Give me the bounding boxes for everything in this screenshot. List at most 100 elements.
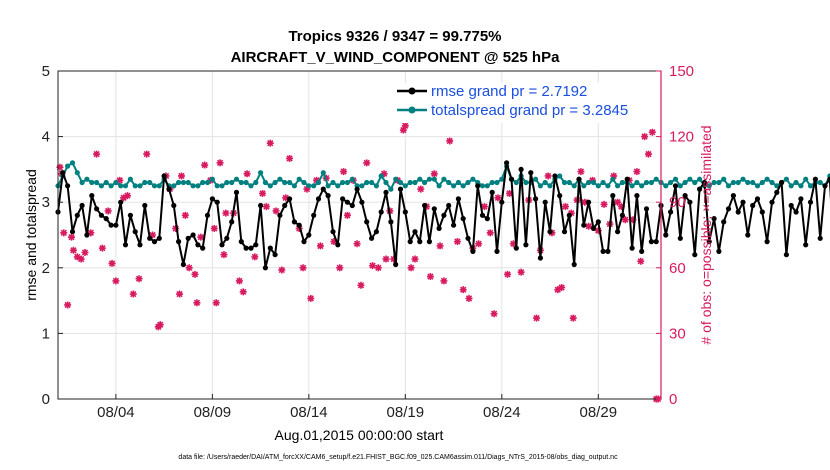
rmse-point	[180, 261, 186, 268]
rmse-point	[513, 245, 519, 251]
spread-point	[79, 179, 85, 186]
spread-point	[412, 179, 418, 186]
rmse-point	[812, 176, 819, 182]
rmse-point	[754, 196, 761, 202]
rmse-point	[306, 232, 312, 238]
spread-point	[127, 176, 133, 182]
obs-marker	[426, 273, 434, 281]
spread-point	[200, 179, 206, 186]
obs-marker	[617, 203, 625, 211]
rmse-point	[455, 196, 461, 202]
rmse-point	[615, 229, 621, 235]
spread-point	[586, 179, 592, 186]
obs-marker	[554, 286, 562, 294]
rmse-point	[426, 239, 432, 245]
rmse-point	[402, 209, 408, 215]
spread-point	[195, 183, 201, 189]
spread-point	[335, 183, 341, 189]
rmse-point	[803, 242, 809, 248]
legend-rmse-marker	[408, 87, 416, 95]
obs-marker	[506, 189, 514, 197]
spread-point	[378, 173, 384, 179]
rmse-point	[248, 245, 254, 251]
spread-point	[253, 179, 259, 186]
rmse-point	[325, 193, 331, 199]
obs-marker	[93, 150, 101, 158]
rmse-point	[759, 209, 765, 215]
obs-marker	[210, 224, 218, 232]
rmse-point	[176, 239, 182, 245]
obs-marker	[56, 163, 64, 171]
spread-point	[84, 176, 90, 182]
obs-marker	[446, 137, 454, 145]
rmse-point	[697, 186, 703, 192]
rmse-point	[552, 173, 558, 179]
spread-point	[672, 176, 679, 182]
spread-point	[156, 183, 162, 189]
rmse-point	[586, 199, 592, 205]
rmse-point	[147, 235, 153, 241]
obs-marker	[222, 209, 230, 217]
rmse-point	[373, 229, 379, 235]
spread-point	[793, 179, 799, 186]
rmse-point	[258, 202, 264, 209]
y-tick-label: 2	[42, 260, 50, 277]
obs-marker	[286, 154, 294, 162]
obs-marker	[494, 194, 502, 202]
obs-marker	[399, 126, 407, 134]
rmse-point	[349, 202, 355, 209]
rmse-point	[610, 193, 616, 199]
rmse-point	[224, 235, 230, 241]
spread-point	[243, 179, 249, 186]
obs-marker	[251, 253, 259, 261]
rmse-point	[267, 245, 273, 251]
spread-point	[306, 183, 312, 189]
rmse-point	[335, 242, 341, 248]
rmse-point	[557, 193, 563, 199]
obs-marker	[417, 185, 425, 193]
obs-marker	[504, 270, 512, 278]
rmse-point	[354, 186, 360, 192]
rmse-point	[692, 252, 698, 258]
obs-marker	[149, 231, 157, 239]
y2-axis-label: # of obs: o=possible; ×=assimilated	[698, 125, 714, 344]
obs-marker	[303, 185, 311, 193]
obs-marker	[185, 264, 193, 272]
obs-marker	[585, 222, 593, 230]
rmse-point	[629, 245, 635, 251]
spread-point	[407, 179, 413, 186]
rmse-point	[639, 248, 645, 254]
obs-marker	[629, 216, 637, 224]
spread-point	[615, 183, 621, 189]
rmse-point	[204, 212, 211, 218]
obs-marker	[340, 168, 348, 176]
obs-marker	[486, 229, 494, 237]
rmse-point	[185, 235, 191, 241]
rmse-point	[311, 212, 317, 218]
rmse-point	[344, 199, 350, 205]
rmse-point	[605, 248, 611, 254]
spread-point	[465, 179, 471, 186]
rmse-point	[436, 225, 442, 231]
spread-point	[711, 179, 717, 186]
rmse-point	[320, 186, 326, 192]
rmse-point	[407, 239, 413, 245]
spread-point	[639, 183, 645, 189]
rmse-point	[648, 239, 655, 245]
rmse-point	[369, 235, 375, 241]
rmse-point	[397, 186, 404, 192]
rmse-point	[118, 199, 124, 205]
legend-spread-marker	[408, 106, 416, 114]
spread-point	[687, 176, 693, 182]
series-lines	[55, 160, 830, 271]
obs-marker	[453, 238, 461, 246]
obs-marker	[569, 314, 577, 322]
rmse-point	[783, 252, 790, 258]
rmse-point	[470, 248, 476, 254]
obs-marker	[272, 207, 280, 215]
legend-box	[393, 83, 648, 123]
obs-marker	[262, 203, 270, 211]
obs-marker	[68, 233, 76, 241]
obs-marker	[621, 216, 629, 224]
obs-marker	[176, 290, 184, 298]
